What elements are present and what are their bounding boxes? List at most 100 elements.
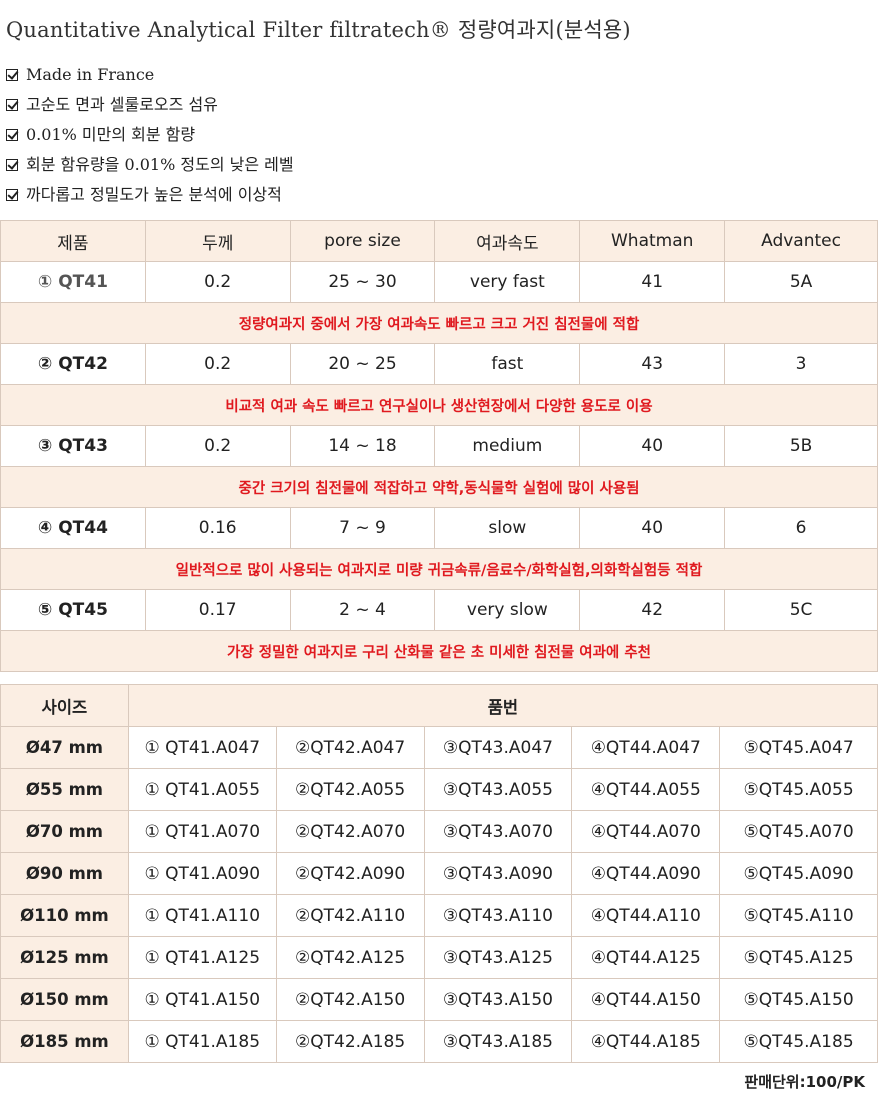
feature-list: Made in France 고순도 면과 셀룰로오즈 섬유 0.01% 미만의… bbox=[6, 60, 294, 210]
speed-cell: medium bbox=[434, 425, 581, 467]
spec-table: 제품 두께 pore size 여과속도 Whatman Advantec ① … bbox=[0, 220, 878, 672]
part-number-cell: ① QT41.A047 bbox=[127, 726, 277, 769]
pore-size-cell: 14 ~ 18 bbox=[289, 425, 436, 467]
pore-size-cell: 7 ~ 9 bbox=[289, 507, 436, 549]
spec-row: ④ QT44 0.16 7 ~ 9 slow 40 6 bbox=[0, 507, 878, 549]
header-advantec: Advantec bbox=[724, 220, 878, 262]
pore-size-cell: 20 ~ 25 bbox=[289, 343, 436, 385]
spec-note-row: 중간 크기의 침전물에 적잡하고 약학,동식물학 실험에 많이 사용됨 bbox=[0, 466, 878, 508]
part-number-cell: ③QT43.A090 bbox=[423, 852, 573, 895]
part-number-cell: ④QT44.A125 bbox=[571, 936, 721, 979]
page-title: Quantitative Analytical Filter filtratec… bbox=[6, 18, 631, 42]
product-cell: ③ QT43 bbox=[0, 425, 146, 467]
part-number-cell: ③QT43.A047 bbox=[423, 726, 573, 769]
thickness-cell: 0.17 bbox=[144, 589, 291, 631]
spec-note: 비교적 여과 속도 빠르고 연구실이나 생산현장에서 다양한 용도로 이용 bbox=[0, 384, 878, 426]
part-number-cell: ① QT41.A090 bbox=[127, 852, 277, 895]
spec-row: ① QT41 0.2 25 ~ 30 very fast 41 5A bbox=[0, 261, 878, 303]
size-row: Ø185 mm ① QT41.A185 ②QT42.A185 ③QT43.A185 ④Q… bbox=[0, 1020, 878, 1063]
part-number-cell: ④QT44.A047 bbox=[571, 726, 721, 769]
header-speed: 여과속도 bbox=[434, 220, 581, 262]
part-number-cell: ③QT43.A150 bbox=[423, 978, 573, 1021]
size-row: Ø47 mm ① QT41.A047 ②QT42.A047 ③QT43.A047 ④QT… bbox=[0, 726, 878, 769]
part-number-cell: ⑤QT45.A110 bbox=[719, 894, 878, 937]
size-row: Ø150 mm ① QT41.A150 ②QT42.A150 ③QT43.A150 ④Q… bbox=[0, 978, 878, 1021]
product-cell: ④ QT44 bbox=[0, 507, 146, 549]
part-number-cell: ④QT44.A185 bbox=[571, 1020, 721, 1063]
spec-header-row: 제품 두께 pore size 여과속도 Whatman Advantec bbox=[0, 220, 878, 262]
feature-item: 0.01% 미만의 회분 함량 bbox=[6, 120, 294, 150]
part-number-cell: ⑤QT45.A125 bbox=[719, 936, 878, 979]
part-number-cell: ⑤QT45.A090 bbox=[719, 852, 878, 895]
feature-item: 회분 함유량을 0.01% 정도의 낮은 레벨 bbox=[6, 150, 294, 180]
part-number-cell: ②QT42.A090 bbox=[275, 852, 425, 895]
size-cell: Ø55 mm bbox=[0, 768, 129, 811]
part-number-cell: ③QT43.A125 bbox=[423, 936, 573, 979]
product-cell: ① QT41 bbox=[0, 261, 146, 303]
spec-row: ③ QT43 0.2 14 ~ 18 medium 40 5B bbox=[0, 425, 878, 467]
part-number-cell: ③QT43.A070 bbox=[423, 810, 573, 853]
advantec-cell: 5C bbox=[724, 589, 878, 631]
thickness-cell: 0.16 bbox=[144, 507, 291, 549]
header-thickness: 두께 bbox=[144, 220, 291, 262]
part-number-cell: ⑤QT45.A150 bbox=[719, 978, 878, 1021]
part-number-cell: ④QT44.A150 bbox=[571, 978, 721, 1021]
part-number-cell: ②QT42.A070 bbox=[275, 810, 425, 853]
checkbox-checked-icon bbox=[6, 129, 18, 141]
part-number-cell: ⑤QT45.A185 bbox=[719, 1020, 878, 1063]
size-header-row: 사이즈 품번 bbox=[0, 684, 879, 727]
size-cell: Ø110 mm bbox=[0, 894, 129, 937]
part-number-cell: ②QT42.A047 bbox=[275, 726, 425, 769]
part-number-cell: ②QT42.A150 bbox=[275, 978, 425, 1021]
checkbox-checked-icon bbox=[6, 69, 18, 81]
part-number-cell: ④QT44.A110 bbox=[571, 894, 721, 937]
size-cell: Ø185 mm bbox=[0, 1020, 129, 1063]
feature-item: Made in France bbox=[6, 60, 294, 90]
spec-note: 중간 크기의 침전물에 적잡하고 약학,동식물학 실험에 많이 사용됨 bbox=[0, 466, 878, 508]
header-pore-size: pore size bbox=[289, 220, 436, 262]
advantec-cell: 6 bbox=[724, 507, 878, 549]
whatman-cell: 40 bbox=[579, 425, 726, 467]
spec-note-row: 비교적 여과 속도 빠르고 연구실이나 생산현장에서 다양한 용도로 이용 bbox=[0, 384, 878, 426]
part-number-cell: ②QT42.A185 bbox=[275, 1020, 425, 1063]
header-product: 제품 bbox=[0, 220, 146, 262]
part-number-cell: ① QT41.A110 bbox=[127, 894, 277, 937]
checkbox-checked-icon bbox=[6, 159, 18, 171]
part-number-cell: ③QT43.A110 bbox=[423, 894, 573, 937]
spec-note-row: 가장 정밀한 여과지로 구리 산화물 같은 초 미세한 침전물 여과에 추천 bbox=[0, 630, 878, 672]
part-number-cell: ③QT43.A055 bbox=[423, 768, 573, 811]
part-number-cell: ④QT44.A055 bbox=[571, 768, 721, 811]
thickness-cell: 0.2 bbox=[144, 261, 291, 303]
part-number-cell: ① QT41.A125 bbox=[127, 936, 277, 979]
checkbox-checked-icon bbox=[6, 99, 18, 111]
size-row: Ø125 mm ① QT41.A125 ②QT42.A125 ③QT43.A125 ④Q… bbox=[0, 936, 878, 979]
spec-note: 가장 정밀한 여과지로 구리 산화물 같은 초 미세한 침전물 여과에 추천 bbox=[0, 630, 878, 672]
header-whatman: Whatman bbox=[579, 220, 726, 262]
part-number-cell: ④QT44.A090 bbox=[571, 852, 721, 895]
spec-note: 일반적으로 많이 사용되는 여과지로 미량 귀금속류/음료수/화학실험,의화학실… bbox=[0, 548, 878, 590]
header-part-number: 품번 bbox=[127, 684, 879, 727]
speed-cell: very slow bbox=[434, 589, 581, 631]
thickness-cell: 0.2 bbox=[144, 425, 291, 467]
advantec-cell: 5A bbox=[724, 261, 878, 303]
advantec-cell: 3 bbox=[724, 343, 878, 385]
spec-note-row: 정량여과지 중에서 가장 여과속도 빠르고 크고 거진 침전물에 적합 bbox=[0, 302, 878, 344]
size-row: Ø70 mm ① QT41.A070 ②QT42.A070 ③QT43.A070 ④QT… bbox=[0, 810, 878, 853]
spec-row: ② QT42 0.2 20 ~ 25 fast 43 3 bbox=[0, 343, 878, 385]
part-number-cell: ⑤QT45.A055 bbox=[719, 768, 878, 811]
thickness-cell: 0.2 bbox=[144, 343, 291, 385]
size-cell: Ø90 mm bbox=[0, 852, 129, 895]
size-cell: Ø125 mm bbox=[0, 936, 129, 979]
whatman-cell: 40 bbox=[579, 507, 726, 549]
part-number-cell: ⑤QT45.A047 bbox=[719, 726, 878, 769]
part-number-cell: ⑤QT45.A070 bbox=[719, 810, 878, 853]
size-row: Ø110 mm ① QT41.A110 ②QT42.A110 ③QT43.A110 ④Q… bbox=[0, 894, 878, 937]
size-table: 사이즈 품번 Ø47 mm ① QT41.A047 ②QT42.A047 ③QT43.… bbox=[0, 684, 879, 1063]
speed-cell: slow bbox=[434, 507, 581, 549]
sales-unit: 판매단위:100/PK bbox=[744, 1073, 865, 1091]
size-row: Ø90 mm ① QT41.A090 ②QT42.A090 ③QT43.A090 ④QT… bbox=[0, 852, 878, 895]
whatman-cell: 43 bbox=[579, 343, 726, 385]
size-cell: Ø47 mm bbox=[0, 726, 129, 769]
spec-note-row: 일반적으로 많이 사용되는 여과지로 미량 귀금속류/음료수/화학실험,의화학실… bbox=[0, 548, 878, 590]
part-number-cell: ②QT42.A125 bbox=[275, 936, 425, 979]
